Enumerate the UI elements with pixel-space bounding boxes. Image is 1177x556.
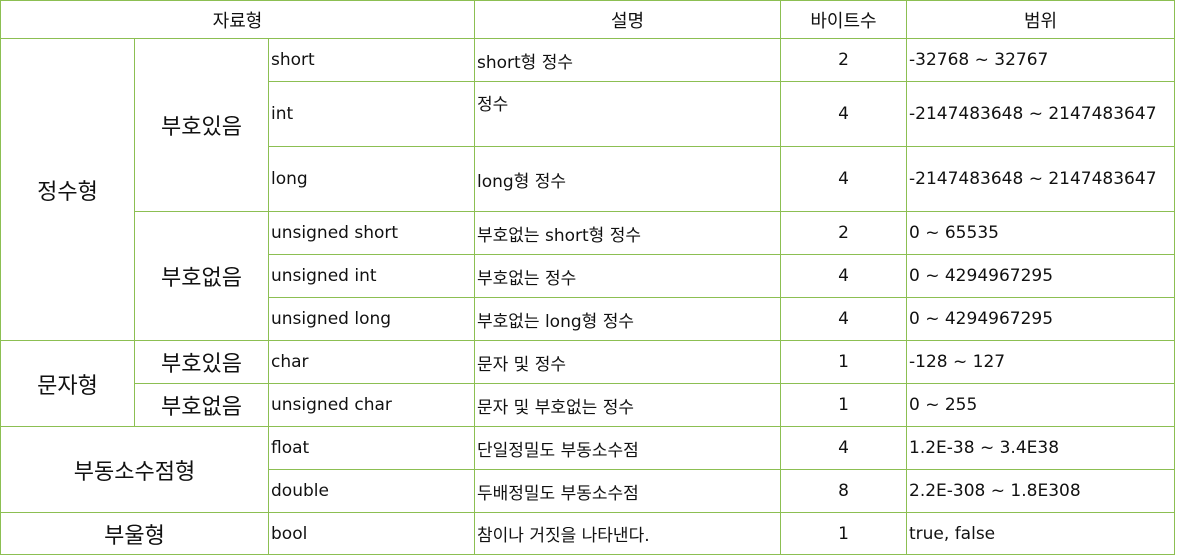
table-row: 부호없음 unsigned char 문자 및 부호없는 정수 1 0 ~ 25… [1,383,1175,427]
table-row: 정수형 부호있음 short short형 정수 2 -32768 ~ 3276… [0,38,1175,341]
group-float: 부동소수점형 [0,426,269,513]
type-cell: unsigned int [268,254,475,298]
table-row: 부울형 bool 참이나 거짓을 나타낸다. 1 true, false [0,512,1175,555]
desc-cell: 부호없는 long형 정수 [474,297,781,341]
desc-cell: 단일정밀도 부동소수점 [474,426,781,470]
header-bytes: 바이트수 [780,0,907,39]
desc-cell: long형 정수 [474,146,781,212]
range-cell: 0 ~ 65535 [906,211,1175,255]
range-cell: -128 ~ 127 [906,340,1175,384]
range-cell: 2.2E-308 ~ 1.8E308 [906,469,1175,513]
subgroup-char-unsigned: 부호없음 [134,383,269,427]
type-cell: float [268,426,475,470]
bytes-cell: 4 [780,297,907,341]
desc-cell: 부호없는 정수 [474,254,781,298]
desc-cell: 두배정밀도 부동소수점 [474,469,781,513]
range-cell: 0 ~ 4294967295 [906,297,1175,341]
bytes-cell: 2 [780,38,907,82]
type-cell: long [268,146,475,212]
header-type: 자료형 [0,0,475,39]
desc-cell: 문자 및 정수 [474,340,781,384]
bytes-cell: 4 [780,81,907,147]
subgroup-integer-unsigned: 부호없음 [134,211,269,341]
table-row: 문자형 부호있음 char 문자 및 정수 1 -128 ~ 127 [0,340,1175,427]
subgroup-char-signed: 부호있음 [134,340,269,384]
desc-cell: 참이나 거짓을 나타낸다. [474,512,781,555]
desc-cell: short형 정수 [474,38,781,82]
type-cell: unsigned short [268,211,475,255]
header-range: 범위 [906,0,1175,39]
table-row: unsigned int 부호없는 정수 4 0 ~ 4294967295 [1,254,1175,298]
bytes-cell: 4 [780,146,907,212]
range-cell: 1.2E-38 ~ 3.4E38 [906,426,1175,470]
group-bool: 부울형 [0,512,269,555]
range-cell: 0 ~ 4294967295 [906,254,1175,298]
bytes-cell: 4 [780,426,907,470]
subgroup-integer-signed: 부호있음 [134,38,269,212]
table-row: double 두배정밀도 부동소수점 8 2.2E-308 ~ 1.8E308 [1,469,1175,513]
bytes-cell: 8 [780,469,907,513]
type-cell: double [268,469,475,513]
bytes-cell: 4 [780,254,907,298]
header-description: 설명 [474,0,781,39]
group-integer: 정수형 [0,38,135,341]
desc-cell: 부호없는 short형 정수 [474,211,781,255]
table-row: 부동소수점형 float 단일정밀도 부동소수점 4 1.2E-38 ~ 3.4… [0,426,1175,513]
bytes-cell: 1 [780,340,907,384]
range-cell: -32768 ~ 32767 [906,38,1175,82]
type-cell: char [268,340,475,384]
bytes-cell: 2 [780,211,907,255]
range-cell: -2147483648 ~ 2147483647 [906,81,1175,147]
bytes-cell: 1 [780,383,907,427]
type-cell: unsigned long [268,297,475,341]
header-row: 자료형 설명 바이트수 범위 [0,0,1175,39]
range-cell: true, false [906,512,1175,555]
desc-cell: 문자 및 부호없는 정수 [474,383,781,427]
group-char: 문자형 [0,340,135,427]
range-cell: -2147483648 ~ 2147483647 [906,146,1175,212]
table-row: long long형 정수 4 -2147483648 ~ 2147483647 [1,146,1175,212]
type-cell: bool [268,512,475,555]
type-cell: int [268,81,475,147]
table-row: unsigned long 부호없는 long형 정수 4 0 ~ 429496… [1,297,1175,341]
bytes-cell: 1 [780,512,907,555]
type-cell: unsigned char [268,383,475,427]
table-row: 부호없음 unsigned short 부호없는 short형 정수 2 0 ~… [1,211,1175,341]
range-cell: 0 ~ 255 [906,383,1175,427]
table-row: int 정수 4 -2147483648 ~ 2147483647 [1,81,1175,147]
desc-cell: 정수 [474,81,781,147]
type-cell: short [268,38,475,82]
